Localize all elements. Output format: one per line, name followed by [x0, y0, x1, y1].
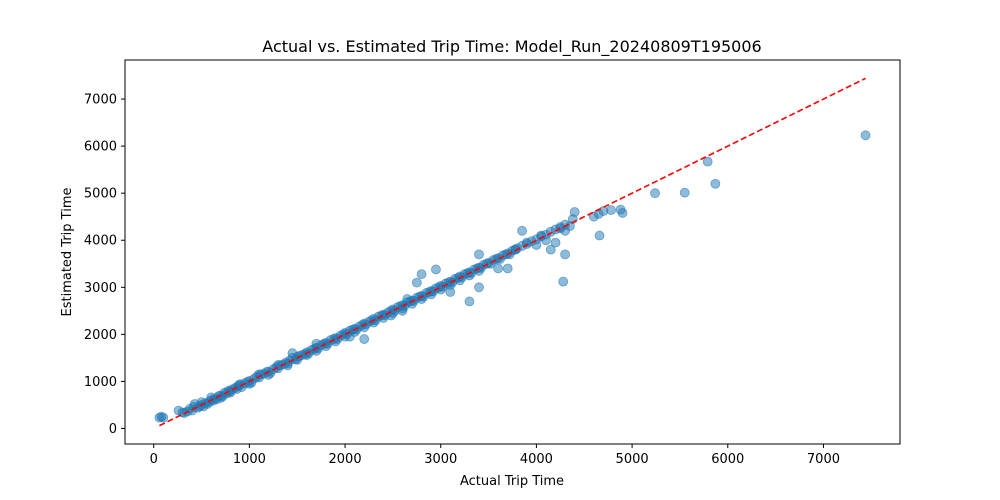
x-tick-label: 0: [150, 452, 158, 467]
data-point: [397, 305, 408, 316]
data-point: [254, 369, 264, 380]
y-tick-label: 3000: [84, 281, 117, 296]
x-axis: 0 1000 2000 3000 4000 5000 6000 7000: [150, 444, 840, 467]
data-point: [541, 235, 551, 246]
data-point: [517, 225, 527, 236]
x-tick-label: 3000: [424, 452, 457, 467]
data-point: [550, 237, 561, 248]
data-point: [158, 412, 169, 423]
data-point: [464, 270, 475, 281]
data-point: [710, 178, 721, 189]
x-tick-label: 2000: [329, 452, 362, 467]
y-tick-label: 6000: [84, 140, 117, 155]
data-point: [402, 294, 413, 304]
data-point: [569, 207, 580, 217]
data-point: [860, 130, 871, 141]
y-axis: 0 1000 2000 3000 4000 5000 6000 7000: [84, 93, 125, 437]
data-point: [510, 244, 521, 255]
data-point: [474, 282, 484, 293]
data-point: [650, 188, 660, 199]
plot-area: [154, 77, 871, 427]
data-point: [368, 317, 379, 328]
data-point: [416, 269, 427, 280]
data-point: [287, 348, 298, 359]
data-point: [359, 322, 370, 333]
data-point: [464, 296, 475, 307]
y-tick-label: 1000: [84, 375, 117, 390]
data-point: [311, 338, 322, 349]
y-tick-label: 0: [109, 422, 117, 437]
x-tick-label: 1000: [233, 452, 266, 467]
data-point: [606, 205, 616, 216]
x-tick-label: 7000: [807, 452, 840, 467]
data-point: [617, 208, 628, 218]
data-point: [474, 249, 484, 260]
data-point: [545, 244, 556, 255]
data-point: [445, 287, 456, 297]
y-tick-label: 5000: [84, 187, 117, 202]
data-point: [431, 264, 441, 275]
x-tick-label: 4000: [520, 452, 553, 467]
data-point: [594, 230, 605, 241]
data-point: [493, 263, 504, 274]
x-tick-label: 6000: [711, 452, 744, 467]
data-point: [502, 263, 513, 274]
data-point: [702, 156, 713, 167]
data-point: [411, 277, 422, 288]
data-point: [359, 334, 370, 344]
y-tick-label: 7000: [84, 93, 117, 108]
data-point: [282, 360, 293, 371]
data-point: [679, 187, 690, 198]
chart-title: Actual vs. Estimated Trip Time: Model_Ru…: [262, 37, 761, 57]
data-point: [416, 294, 427, 304]
x-axis-label: Actual Trip Time: [460, 474, 564, 489]
y-tick-label: 4000: [84, 234, 117, 249]
reference-line: [159, 77, 866, 427]
y-axis-label: Estimated Trip Time: [60, 188, 75, 317]
data-point: [560, 249, 571, 260]
x-tick-label: 5000: [616, 452, 649, 467]
data-point: [531, 240, 542, 250]
plot-frame: [124, 59, 901, 445]
data-point: [558, 276, 569, 287]
y-tick-label: 2000: [84, 328, 117, 343]
